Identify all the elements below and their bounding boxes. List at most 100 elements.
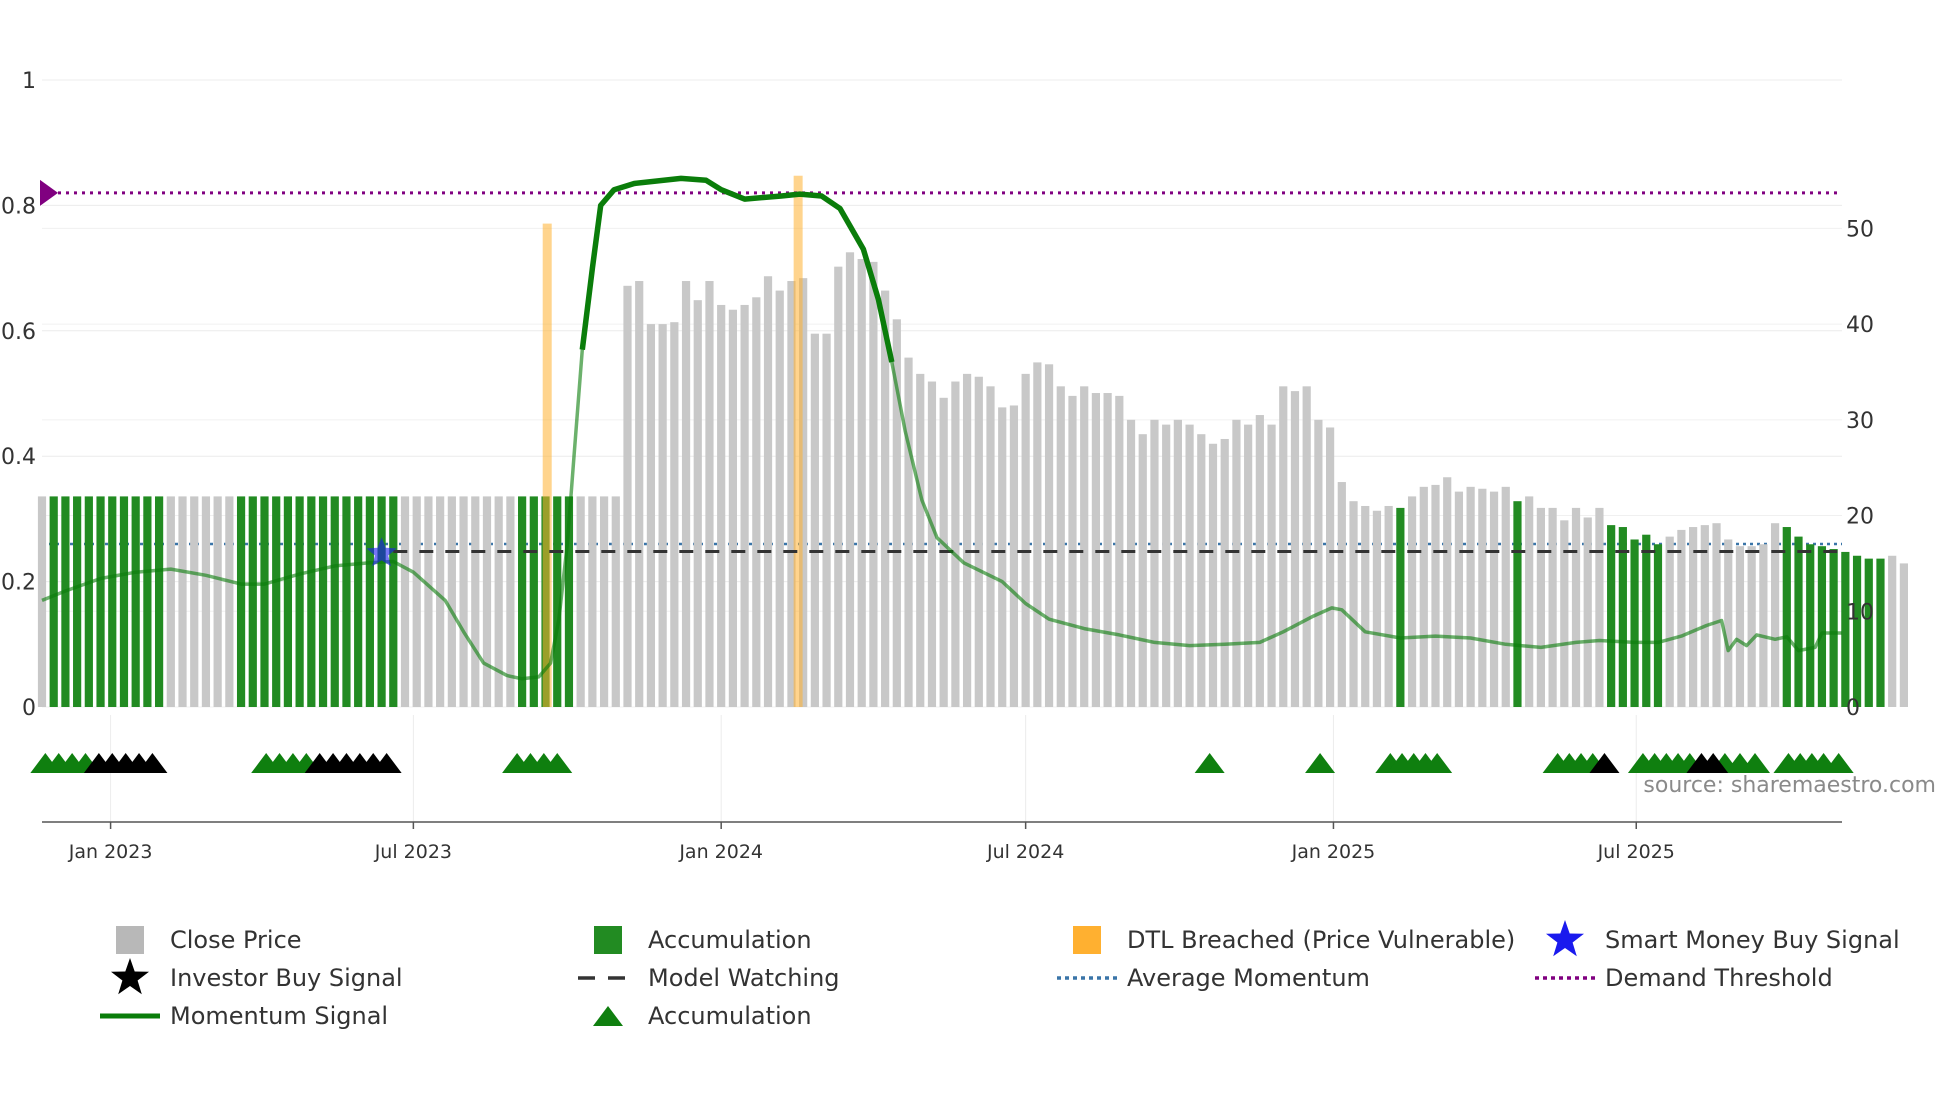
close-price-bar (424, 496, 433, 707)
demand-threshold-marker (40, 179, 58, 206)
accumulation-bar (1607, 525, 1616, 707)
close-price-bar (1372, 510, 1382, 707)
close-price-bar (1478, 488, 1487, 707)
x-axis-tick-label: Jan 2023 (68, 841, 153, 863)
close-price-bar (1724, 539, 1733, 707)
legend-item-dtl: DTL Breached (Price Vulnerable) (1073, 926, 1515, 954)
accumulation-bar (96, 496, 105, 707)
close-price-bar (623, 285, 632, 707)
accumulation-bar (529, 496, 538, 707)
close-price-bar (1536, 507, 1545, 707)
x-axis-tick-label: Jul 2023 (374, 841, 452, 863)
close-price-bar (1115, 395, 1124, 707)
close-price-bar (670, 322, 679, 707)
close-price-bar (1548, 507, 1557, 707)
close-price-bar (1384, 505, 1393, 707)
close-price-bar (225, 496, 234, 707)
close-price-bar (787, 281, 796, 707)
close-price-bar (459, 496, 468, 707)
close-price-bar (494, 496, 503, 707)
close-price-bar (400, 496, 410, 707)
close-price-bar (1466, 486, 1475, 707)
accumulation-bar (236, 496, 246, 707)
left-axis-tick-label: 0.6 (1, 320, 36, 345)
close-price-bar (166, 496, 175, 707)
close-price-bar (1454, 491, 1464, 707)
right-axis-tick-label: 50 (1846, 217, 1874, 242)
close-price-bar (37, 496, 47, 707)
accumulation-bar (1864, 558, 1873, 707)
close-price-bar (1443, 477, 1452, 707)
close-price-bar (1571, 507, 1581, 707)
accumulation-triangle (1194, 753, 1225, 773)
close-price-bar (1349, 501, 1358, 707)
close-price-bar (1361, 505, 1370, 707)
close-price-bar (1337, 482, 1346, 707)
close-price-bar (869, 261, 878, 707)
close-price-bar (1560, 520, 1569, 707)
close-price-bar (1431, 484, 1440, 707)
close-price-bar (190, 496, 199, 707)
accumulation-bar (1396, 507, 1405, 707)
accumulation-bar (365, 496, 374, 707)
accumulation-triangle (1823, 753, 1854, 773)
accumulation-bar (119, 496, 129, 707)
dtl-bars (542, 175, 803, 708)
close-price-bar (1220, 438, 1229, 707)
accumulation-bar (143, 496, 152, 707)
close-price-bar (845, 252, 855, 707)
legend-item-accum_bar: Accumulation (594, 926, 812, 954)
close-price-bar (1595, 507, 1604, 707)
accumulation-bar (1852, 555, 1862, 707)
close-price-bar (1419, 486, 1428, 707)
close-price-bar (1255, 415, 1264, 707)
legend-label: Close Price (170, 926, 302, 954)
legend-label: Model Watching (648, 964, 840, 992)
close-price-bar (974, 376, 983, 707)
dtl-breached-bar (793, 175, 803, 707)
close-price-bar (763, 276, 773, 707)
left-axis-tick-label: 0.2 (1, 571, 36, 596)
legend-star-smart-money-icon (1546, 920, 1584, 957)
close-price-bar (1150, 419, 1159, 707)
close-price-bar (1700, 525, 1709, 707)
legend-item-smart: Smart Money Buy Signal (1546, 920, 1900, 957)
close-price-bar (1489, 491, 1499, 707)
accumulation-triangle (1740, 753, 1771, 773)
accumulation-bar (564, 496, 574, 707)
close-price-bar (775, 290, 784, 707)
right-axis-tick-label: 0 (1846, 696, 1860, 721)
left-axis-tick-label: 0 (22, 696, 36, 721)
legend-label: Momentum Signal (170, 1002, 388, 1030)
close-price-bar (951, 381, 960, 707)
close-price-bar (857, 259, 866, 707)
close-price-bar (1138, 434, 1147, 707)
close-price-bar (881, 290, 890, 707)
close-price-bar (1326, 427, 1335, 707)
source-label: source: sharemaestro.com (1643, 773, 1936, 798)
momentum-signal-line-base (41, 176, 1842, 681)
accumulation-bar (1876, 558, 1885, 707)
price-bars (37, 252, 1908, 707)
accumulation-bar (73, 496, 82, 707)
close-price-bar (1290, 391, 1300, 707)
close-price-bar (962, 373, 972, 707)
smart-money-buy-signal (366, 537, 397, 567)
legend-label: Average Momentum (1127, 964, 1370, 992)
x-axis-tick-label: Jan 2024 (678, 841, 763, 863)
close-price-bar (1665, 536, 1674, 707)
accumulation-bar (1513, 501, 1522, 707)
close-price-bar (1197, 434, 1206, 707)
close-price-bar (1126, 419, 1136, 707)
accumulation-bar (1653, 544, 1663, 707)
signal-markers (366, 537, 397, 567)
legend-label: Accumulation (648, 1002, 812, 1030)
close-price-bar (1185, 424, 1194, 707)
close-price-bar (728, 309, 737, 707)
close-price-bar (1009, 405, 1019, 707)
accumulation-bar (131, 496, 140, 707)
accumulation-bar (84, 496, 93, 707)
legend-item-accum_tri: Accumulation (593, 1002, 812, 1030)
